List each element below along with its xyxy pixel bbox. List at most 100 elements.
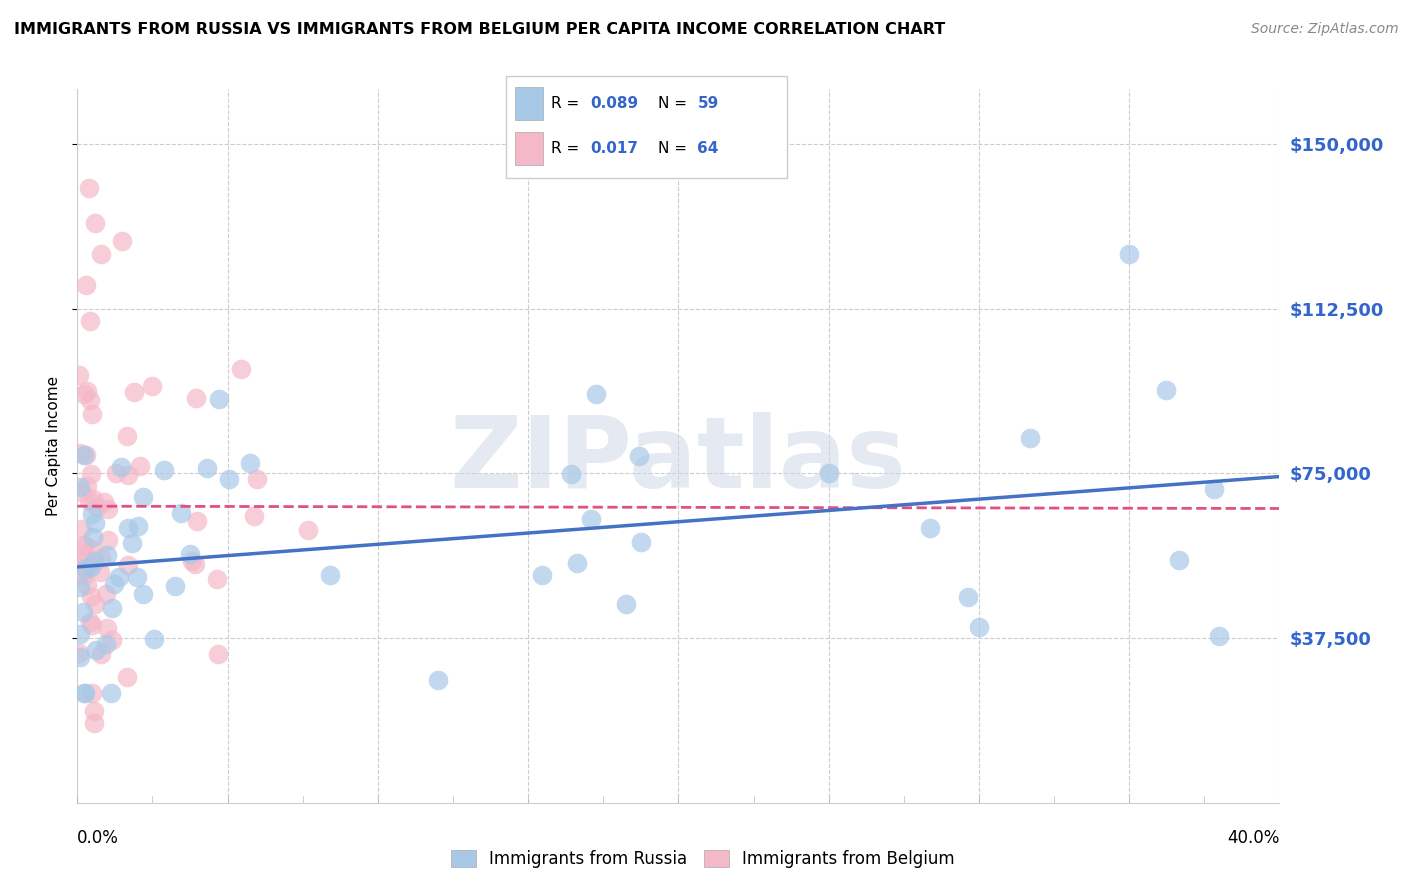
Point [69,627,91,641]
Point [72,550,94,565]
Point [630,535,652,549]
Point [82,491,104,506]
Point [82,507,104,521]
Point [110,460,132,475]
Point [76,384,98,399]
Point [80,560,103,574]
Point [1154,383,1177,397]
Y-axis label: Per Capita Income: Per Capita Income [45,376,60,516]
Point [73,686,96,700]
Point [70,485,93,500]
Text: R =: R = [551,96,579,111]
Point [627,449,650,463]
Point [75,540,97,554]
Point [207,573,229,587]
Point [1167,553,1189,567]
Point [104,466,127,480]
Point [79,615,101,630]
Point [132,587,155,601]
Point [69,580,91,594]
Point [238,456,260,470]
Point [1208,629,1230,643]
Point [86,500,108,514]
Point [83,704,105,718]
Point [96,621,118,635]
Point [70,561,93,575]
Point [208,392,231,406]
Point [73,537,96,551]
Point [75,277,97,292]
Point [229,361,252,376]
FancyBboxPatch shape [506,76,787,178]
Point [73,569,96,583]
Point [69,480,91,494]
Point [567,556,589,570]
Point [90,647,112,661]
Point [80,467,103,482]
Point [127,518,149,533]
Point [197,461,219,475]
Point [100,600,122,615]
Point [80,618,103,632]
Point [90,550,112,565]
Text: N =: N = [658,96,688,111]
Text: R =: R = [551,141,579,156]
Text: 59: 59 [697,96,718,111]
Point [131,490,153,504]
Point [97,502,120,516]
Point [918,521,941,535]
Point [218,472,240,486]
Point [77,494,100,508]
Point [84,516,107,530]
Point [76,479,98,493]
Point [84,597,107,611]
Point [243,509,266,524]
Point [103,577,125,591]
Point [129,459,152,474]
Point [115,429,138,443]
Point [427,673,450,687]
Point [1118,247,1140,261]
Text: 0.0%: 0.0% [77,829,120,847]
Point [79,313,101,327]
Point [79,589,101,603]
Point [76,448,98,462]
Bar [515,132,543,165]
Point [80,407,103,421]
Point [125,570,148,584]
Point [297,524,319,538]
Point [97,533,120,547]
Point [530,568,553,582]
Point [82,530,104,544]
Point [100,686,122,700]
Point [318,567,340,582]
Point [183,557,205,571]
Point [84,643,107,657]
Point [75,561,97,575]
Point [76,561,98,575]
Text: 40.0%: 40.0% [1227,829,1279,847]
Point [94,637,117,651]
Text: IMMIGRANTS FROM RUSSIA VS IMMIGRANTS FROM BELGIUM PER CAPITA INCOME CORRELATION : IMMIGRANTS FROM RUSSIA VS IMMIGRANTS FRO… [14,22,945,37]
Point [84,216,107,230]
Point [73,387,96,401]
Text: ZIPatlas: ZIPatlas [450,412,907,508]
Point [96,548,118,562]
Text: 0.017: 0.017 [591,141,638,156]
Point [73,686,96,700]
Text: 0.089: 0.089 [591,96,638,111]
Point [207,648,229,662]
Point [1204,482,1226,496]
Point [90,247,112,261]
Point [80,541,103,556]
Point [121,536,143,550]
Point [117,521,139,535]
Point [82,686,104,700]
Point [170,506,193,520]
Point [585,387,607,401]
Point [614,597,637,611]
Point [111,234,134,248]
Point [69,446,91,460]
Bar [515,87,543,120]
Point [956,590,979,604]
